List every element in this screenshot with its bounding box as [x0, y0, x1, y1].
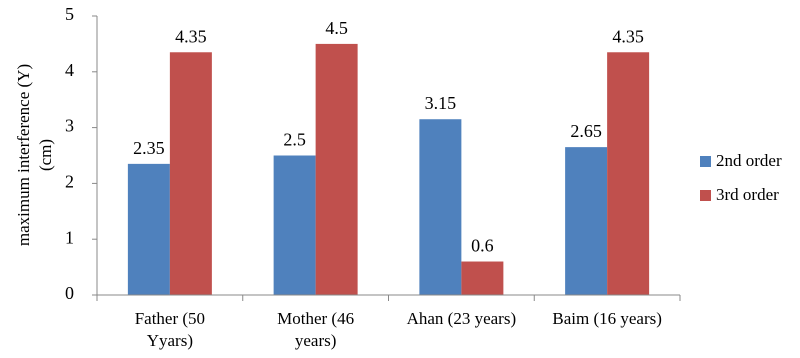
x-category-label-1-line-1: Father (50 — [135, 309, 205, 328]
y-tick-label-5: 5 — [65, 4, 74, 24]
y-axis-title: maximum interference (Y) (cm) — [14, 64, 55, 246]
x-category-label-2: Mother (46 years) — [277, 309, 354, 350]
y-tick-label-2: 2 — [65, 172, 74, 192]
data-label-3rd-order-4: 4.35 — [612, 26, 644, 46]
data-label-2nd-order-1: 2.35 — [133, 138, 165, 158]
y-axis-title-line-1: maximum interference (Y) — [14, 64, 33, 246]
data-label-3rd-order-1: 4.35 — [175, 26, 207, 46]
data-label-2nd-order-2: 2.5 — [283, 130, 306, 150]
y-axis-title-line-2: (cm) — [36, 139, 55, 171]
data-label-3rd-order-3: 0.6 — [471, 236, 494, 256]
legend: 2nd order 3rd order — [700, 151, 782, 204]
data-label-3rd-order-2: 4.5 — [325, 18, 348, 38]
y-tick-label-1: 1 — [65, 227, 74, 247]
legend-swatch-2nd-order — [700, 156, 711, 167]
bar-2nd-order-2 — [273, 155, 316, 295]
x-axis-category-labels: Father (50 Yyars) Mother (46 years) Ahan (23… — [135, 309, 662, 350]
axes — [96, 16, 681, 301]
x-category-label-3-line-1: Ahan (23 years) — [407, 309, 517, 328]
data-label-2nd-order-3: 3.15 — [425, 93, 457, 113]
x-category-label-2-line-2: years) — [295, 331, 337, 350]
data-label-2nd-order-4: 2.65 — [570, 121, 602, 141]
y-axis-ticks: 0 1 2 3 4 5 — [65, 4, 97, 303]
bar-3rd-order-1 — [169, 52, 212, 295]
bars — [127, 43, 650, 296]
y-tick-label-4: 4 — [65, 60, 74, 80]
bar-2nd-order-1 — [127, 163, 170, 295]
bar-2nd-order-4 — [565, 147, 608, 295]
data-labels: 2.35 4.35 2.5 4.5 3.15 0.6 2.65 4.35 — [133, 18, 644, 256]
bar-3rd-order-4 — [607, 52, 650, 295]
x-category-label-2-line-1: Mother (46 — [277, 309, 354, 328]
legend-label-2nd-order: 2nd order — [716, 151, 782, 170]
x-category-label-1: Father (50 Yyars) — [135, 309, 205, 350]
legend-swatch-3rd-order — [700, 190, 711, 201]
bar-3rd-order-3 — [461, 261, 504, 295]
x-category-label-1-line-2: Yyars) — [147, 331, 193, 350]
bar-2nd-order-3 — [419, 119, 462, 295]
bar-3rd-order-2 — [315, 43, 358, 296]
y-tick-label-0: 0 — [65, 283, 74, 303]
x-category-label-4: Baim (16 years) — [552, 309, 662, 328]
x-category-label-4-line-1: Baim (16 years) — [552, 309, 662, 328]
y-tick-label-3: 3 — [65, 116, 74, 136]
x-category-label-3: Ahan (23 years) — [407, 309, 517, 328]
legend-label-3rd-order: 3rd order — [716, 185, 779, 204]
